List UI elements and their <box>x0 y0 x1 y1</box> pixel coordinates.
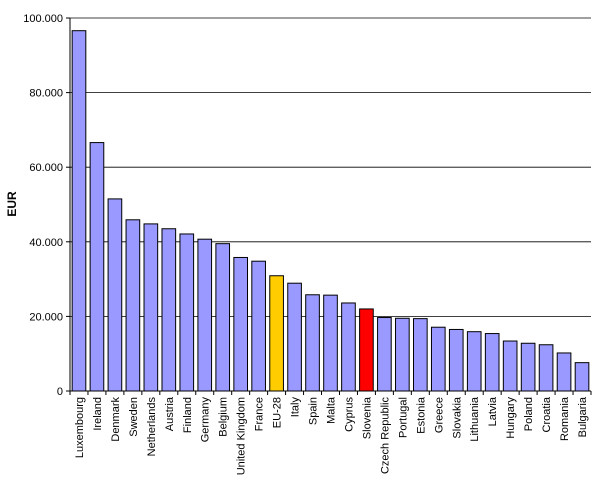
bar-france <box>251 260 266 392</box>
bar-bulgaria <box>574 362 590 392</box>
x-tick-label: Spain <box>308 397 320 425</box>
y-tick-label: 80.000 <box>29 88 63 100</box>
x-tick-label: Belgium <box>218 397 230 437</box>
y-axis-title: EUR <box>5 191 19 217</box>
x-tick-label: Ireland <box>92 397 104 431</box>
x-tick-label: Czech Republic <box>379 397 391 475</box>
bar-hungary <box>502 340 518 392</box>
x-tick-label: Greece <box>433 397 445 433</box>
axes <box>69 18 591 392</box>
bar-austria <box>161 228 177 392</box>
x-tick-label: Netherlands <box>146 397 158 457</box>
bar-cyprus <box>341 302 356 392</box>
x-tick-label: Sweden <box>128 397 140 437</box>
x-tick-label: Hungary <box>505 397 517 439</box>
bar-slovakia <box>448 328 464 392</box>
y-tick-label: 20.000 <box>29 311 63 323</box>
bar-denmark <box>107 198 123 392</box>
x-tick-label: Estonia <box>415 396 427 434</box>
x-tick-label: Slovenia <box>361 396 373 439</box>
bar-croatia <box>538 344 554 392</box>
y-tick-label: 40.000 <box>29 237 63 249</box>
bar-romania <box>556 352 572 392</box>
x-tick-label: Latvia <box>487 396 499 426</box>
bar-sweden <box>125 219 141 392</box>
bar-netherlands <box>143 223 159 392</box>
y-tick-label: 0 <box>57 386 63 398</box>
bar-spain <box>305 294 320 392</box>
bar-estonia <box>413 318 428 392</box>
x-tick-label: Germany <box>200 397 212 443</box>
x-tick-label: Croatia <box>541 396 553 432</box>
bar-ireland <box>89 142 105 392</box>
y-tick-label: 100.000 <box>23 13 63 25</box>
bar-malta <box>323 294 338 392</box>
x-tick-label: Slovakia <box>451 396 463 438</box>
bar-czech-republic <box>377 317 392 392</box>
x-tick-label: Bulgaria <box>577 396 589 437</box>
bar-greece <box>430 326 446 392</box>
bar-finland <box>179 233 195 392</box>
x-tick-label: Austria <box>164 396 176 431</box>
bar-slovenia <box>359 308 374 392</box>
bar-portugal <box>395 317 410 392</box>
bar-united-kingdom <box>233 256 248 392</box>
x-tick-label: Portugal <box>397 397 409 438</box>
bars <box>71 30 590 392</box>
bar-poland <box>520 342 536 392</box>
x-tick-label: Cyprus <box>343 397 355 432</box>
bar-latvia <box>484 333 500 392</box>
x-tick-label: United Kingdom <box>236 397 248 475</box>
bar-italy <box>287 282 302 392</box>
x-tick-label: EU-28 <box>272 397 284 428</box>
x-tick-label: Luxembourg <box>74 397 86 458</box>
x-tick-labels: Luxembourg Ireland Denmark Sweden Netherland… <box>69 391 592 475</box>
x-tick-label: Lithuania <box>469 396 481 442</box>
bar-germany <box>197 238 213 392</box>
x-tick-label: Denmark <box>110 397 122 442</box>
bar-lithuania <box>466 331 482 392</box>
x-tick-label: Finland <box>182 397 194 433</box>
x-tick-label: Poland <box>523 397 535 431</box>
y-tick-label: 60.000 <box>29 162 63 174</box>
y-tick-labels: 0 20.000 40.000 60.000 80.000 100.000 <box>23 13 70 398</box>
bar-belgium <box>215 243 231 392</box>
bar-eu-28 <box>269 275 284 392</box>
bar-luxembourg <box>71 30 87 392</box>
x-tick-label: France <box>254 397 266 431</box>
x-tick-label: Italy <box>290 397 302 418</box>
x-tick-label: Romania <box>559 396 571 441</box>
x-tick-label: Malta <box>326 396 338 424</box>
